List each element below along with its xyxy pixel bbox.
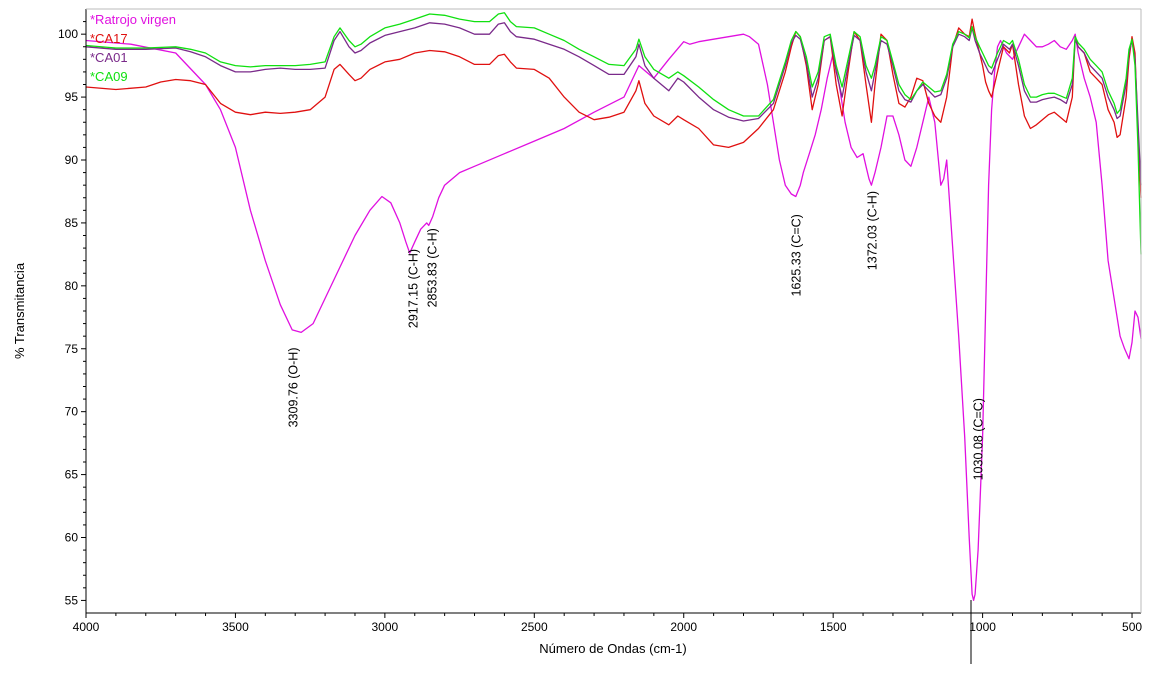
y-tick-label: 75 — [65, 342, 79, 356]
x-ticks: 4000 3500 3000 2500 2000 1500 1000 500 — [73, 613, 1142, 634]
x-tick-label: 3500 — [222, 620, 249, 634]
y-tick-label: 90 — [65, 153, 79, 167]
y-tick-label: 60 — [65, 531, 79, 545]
y-tick-label: 85 — [65, 216, 79, 230]
y-tick-label: 100 — [58, 27, 78, 41]
peak-annotation: 2853.83 (C-H) — [426, 228, 440, 307]
x-tick-label: 2500 — [521, 620, 548, 634]
peak-annotation: 1030.08 (C=C) — [972, 398, 986, 480]
y-tick-label: 95 — [65, 90, 79, 104]
legend-entry: *CA01 — [90, 50, 128, 65]
peak-annotation: 3309.76 (O-H) — [286, 347, 300, 427]
series-line-3 — [85, 22, 1142, 186]
x-tick-label: 2000 — [670, 620, 697, 634]
annotation-layer: 3309.76 (O-H) 2917.15 (C-H) 2853.83 (C-H) 1… — [286, 191, 985, 480]
x-tick-label: 3000 — [372, 620, 399, 634]
legend: *Ratrojo virgen *CA17 *CA01 *CA09 — [90, 12, 176, 84]
y-tick-label: 65 — [65, 468, 79, 482]
y-tick-label: 80 — [65, 279, 79, 293]
x-tick-label: 1500 — [820, 620, 847, 634]
y-tick-label: 70 — [65, 405, 79, 419]
legend-entry: *Ratrojo virgen — [90, 12, 176, 27]
legend-entry: *CA17 — [90, 31, 128, 46]
peak-annotation: 1372.03 (C-H) — [865, 191, 879, 270]
y-axis-title: % Transmitancia — [12, 262, 27, 359]
x-axis-title: Número de Ondas (cm-1) — [539, 641, 686, 656]
x-tick-label: 4000 — [73, 620, 100, 634]
y-tick-label: 55 — [65, 593, 79, 607]
x-tick-label: 500 — [1122, 620, 1142, 634]
peak-annotation: 1625.33 (C=C) — [790, 214, 804, 296]
legend-entry: *CA09 — [90, 69, 128, 84]
plot-background — [86, 9, 1141, 613]
series-line-1 — [85, 33, 1142, 602]
peak-annotation: 2917.15 (C-H) — [407, 249, 421, 328]
y-ticks: 55 60 65 70 75 80 85 90 95 100 — [58, 21, 86, 607]
x-tick-label: 1000 — [969, 620, 996, 634]
series-line-4 — [85, 12, 1142, 255]
series-layer — [85, 12, 1142, 602]
